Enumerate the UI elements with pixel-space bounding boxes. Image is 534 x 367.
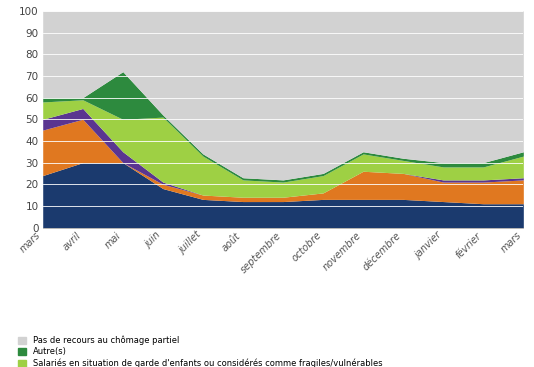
Legend: Pas de recours au chômage partiel, Autre(s), Salariés en situation de garde d'en: Pas de recours au chômage partiel, Autre… [18, 336, 383, 367]
